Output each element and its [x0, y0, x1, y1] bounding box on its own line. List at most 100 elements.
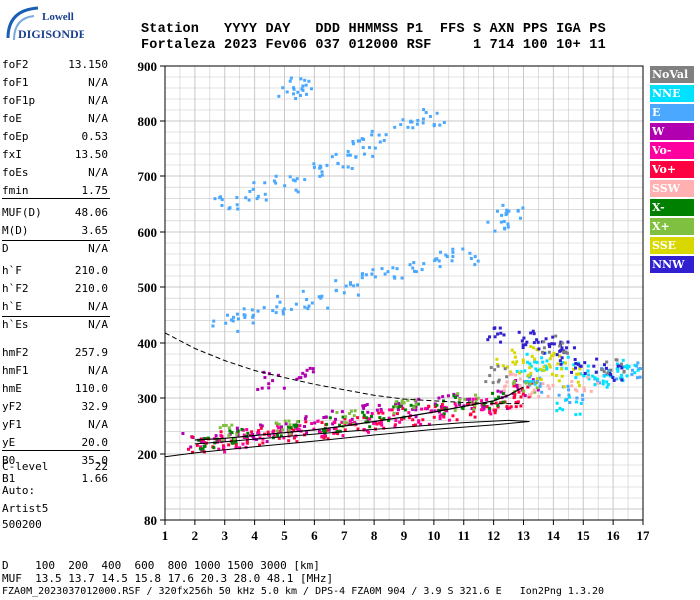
data-point-e	[499, 220, 503, 224]
data-point-e	[528, 373, 532, 377]
plot-frame	[164, 65, 644, 521]
data-point-w	[468, 399, 472, 403]
data-point-x-	[533, 390, 537, 394]
data-point-ssw	[570, 384, 574, 388]
data-point-x-	[352, 414, 356, 418]
data-point-e	[336, 161, 340, 165]
data-point-vo-	[202, 441, 206, 445]
data-point-e	[235, 312, 239, 316]
data-point-vo-	[211, 445, 215, 449]
auto-text: Artist5	[2, 502, 49, 515]
data-point-nne	[627, 365, 631, 369]
data-point-noval	[565, 351, 569, 355]
param-label: hmF1	[2, 364, 29, 377]
data-point-e	[493, 229, 497, 233]
data-point-x-	[245, 435, 249, 439]
data-point-vo-	[272, 429, 276, 433]
data-point-x-	[201, 447, 205, 451]
data-point-w	[286, 428, 290, 432]
data-point-vo-	[348, 419, 352, 423]
data-point-w	[228, 432, 232, 436]
data-point-vo-	[499, 401, 503, 405]
data-point-vo-	[241, 442, 245, 446]
data-point-nnw	[594, 370, 598, 374]
data-point-e	[310, 301, 314, 305]
data-point-noval	[496, 364, 500, 368]
data-point-vo-	[411, 418, 415, 422]
data-point-x-	[413, 398, 417, 402]
data-point-vo-	[408, 414, 412, 418]
legend-item-w: W	[650, 123, 694, 140]
data-point-nnw	[579, 364, 583, 368]
data-point-x-	[453, 408, 457, 412]
data-point-vo-	[294, 434, 298, 438]
data-point-vo-	[523, 380, 527, 384]
data-point-nne	[606, 373, 610, 377]
param-value: N/A	[88, 418, 108, 431]
data-point-x-	[497, 395, 501, 399]
data-point-x-	[198, 447, 202, 451]
data-point-vo-	[407, 411, 411, 415]
data-point-vo-	[378, 421, 382, 425]
data-point-w	[528, 381, 532, 385]
data-point-x-	[458, 397, 462, 401]
data-point-x-	[221, 423, 225, 427]
data-point-nne	[525, 352, 529, 356]
data-point-e	[292, 86, 296, 90]
data-point-vo-	[440, 407, 444, 411]
data-point-x-	[416, 402, 420, 406]
data-point-x-	[394, 405, 398, 409]
param-label: fmin	[2, 184, 29, 197]
legend-item-e: E	[650, 104, 694, 121]
data-point-e	[399, 123, 403, 127]
data-point-sse	[577, 372, 581, 376]
data-point-e	[364, 273, 368, 277]
data-point-vo-	[256, 429, 260, 433]
param-label: M(D)	[2, 224, 29, 237]
data-point-w	[214, 434, 218, 438]
data-point-w	[351, 421, 355, 425]
data-point-w	[482, 407, 486, 411]
data-point-e	[295, 177, 299, 181]
data-point-sse	[539, 377, 543, 381]
data-point-e	[346, 150, 350, 154]
data-point-vo-	[243, 435, 247, 439]
data-point-vo-	[375, 422, 379, 426]
data-point-nnw	[496, 332, 500, 336]
data-point-ssw	[514, 373, 518, 377]
data-point-x-	[396, 405, 400, 409]
data-point-x-	[512, 380, 516, 384]
data-point-vo-	[442, 405, 446, 409]
data-point-nne	[560, 366, 564, 370]
data-point-x-	[281, 428, 285, 432]
data-point-e	[318, 174, 322, 178]
data-point-e	[386, 270, 390, 274]
data-point-vo-	[465, 403, 469, 407]
data-point-w	[400, 404, 404, 408]
data-point-e	[506, 222, 510, 226]
data-point-e	[393, 125, 397, 129]
data-point-vo-	[234, 445, 238, 449]
data-point-e	[274, 174, 278, 178]
data-point-vo-	[454, 404, 458, 408]
data-point-vo-	[472, 409, 476, 413]
data-point-x-	[349, 409, 353, 413]
x-tick-label: 7	[341, 528, 348, 543]
data-point-noval	[496, 380, 500, 384]
data-point-w	[465, 397, 469, 401]
data-point-vo-	[241, 428, 245, 432]
data-point-e	[231, 319, 235, 323]
data-point-e	[504, 213, 508, 217]
data-point-x-	[275, 421, 279, 425]
data-point-vo-	[420, 407, 424, 411]
data-point-nnw	[583, 361, 587, 365]
data-point-ssw	[570, 379, 574, 383]
data-point-vo-	[407, 416, 411, 420]
data-point-nne	[593, 383, 597, 387]
data-point-vo-	[277, 426, 281, 430]
data-point-e	[636, 361, 640, 365]
data-point-x-	[271, 436, 275, 440]
param-label: h`F	[2, 264, 22, 277]
data-point-e	[301, 289, 305, 293]
data-point-e	[306, 307, 310, 311]
